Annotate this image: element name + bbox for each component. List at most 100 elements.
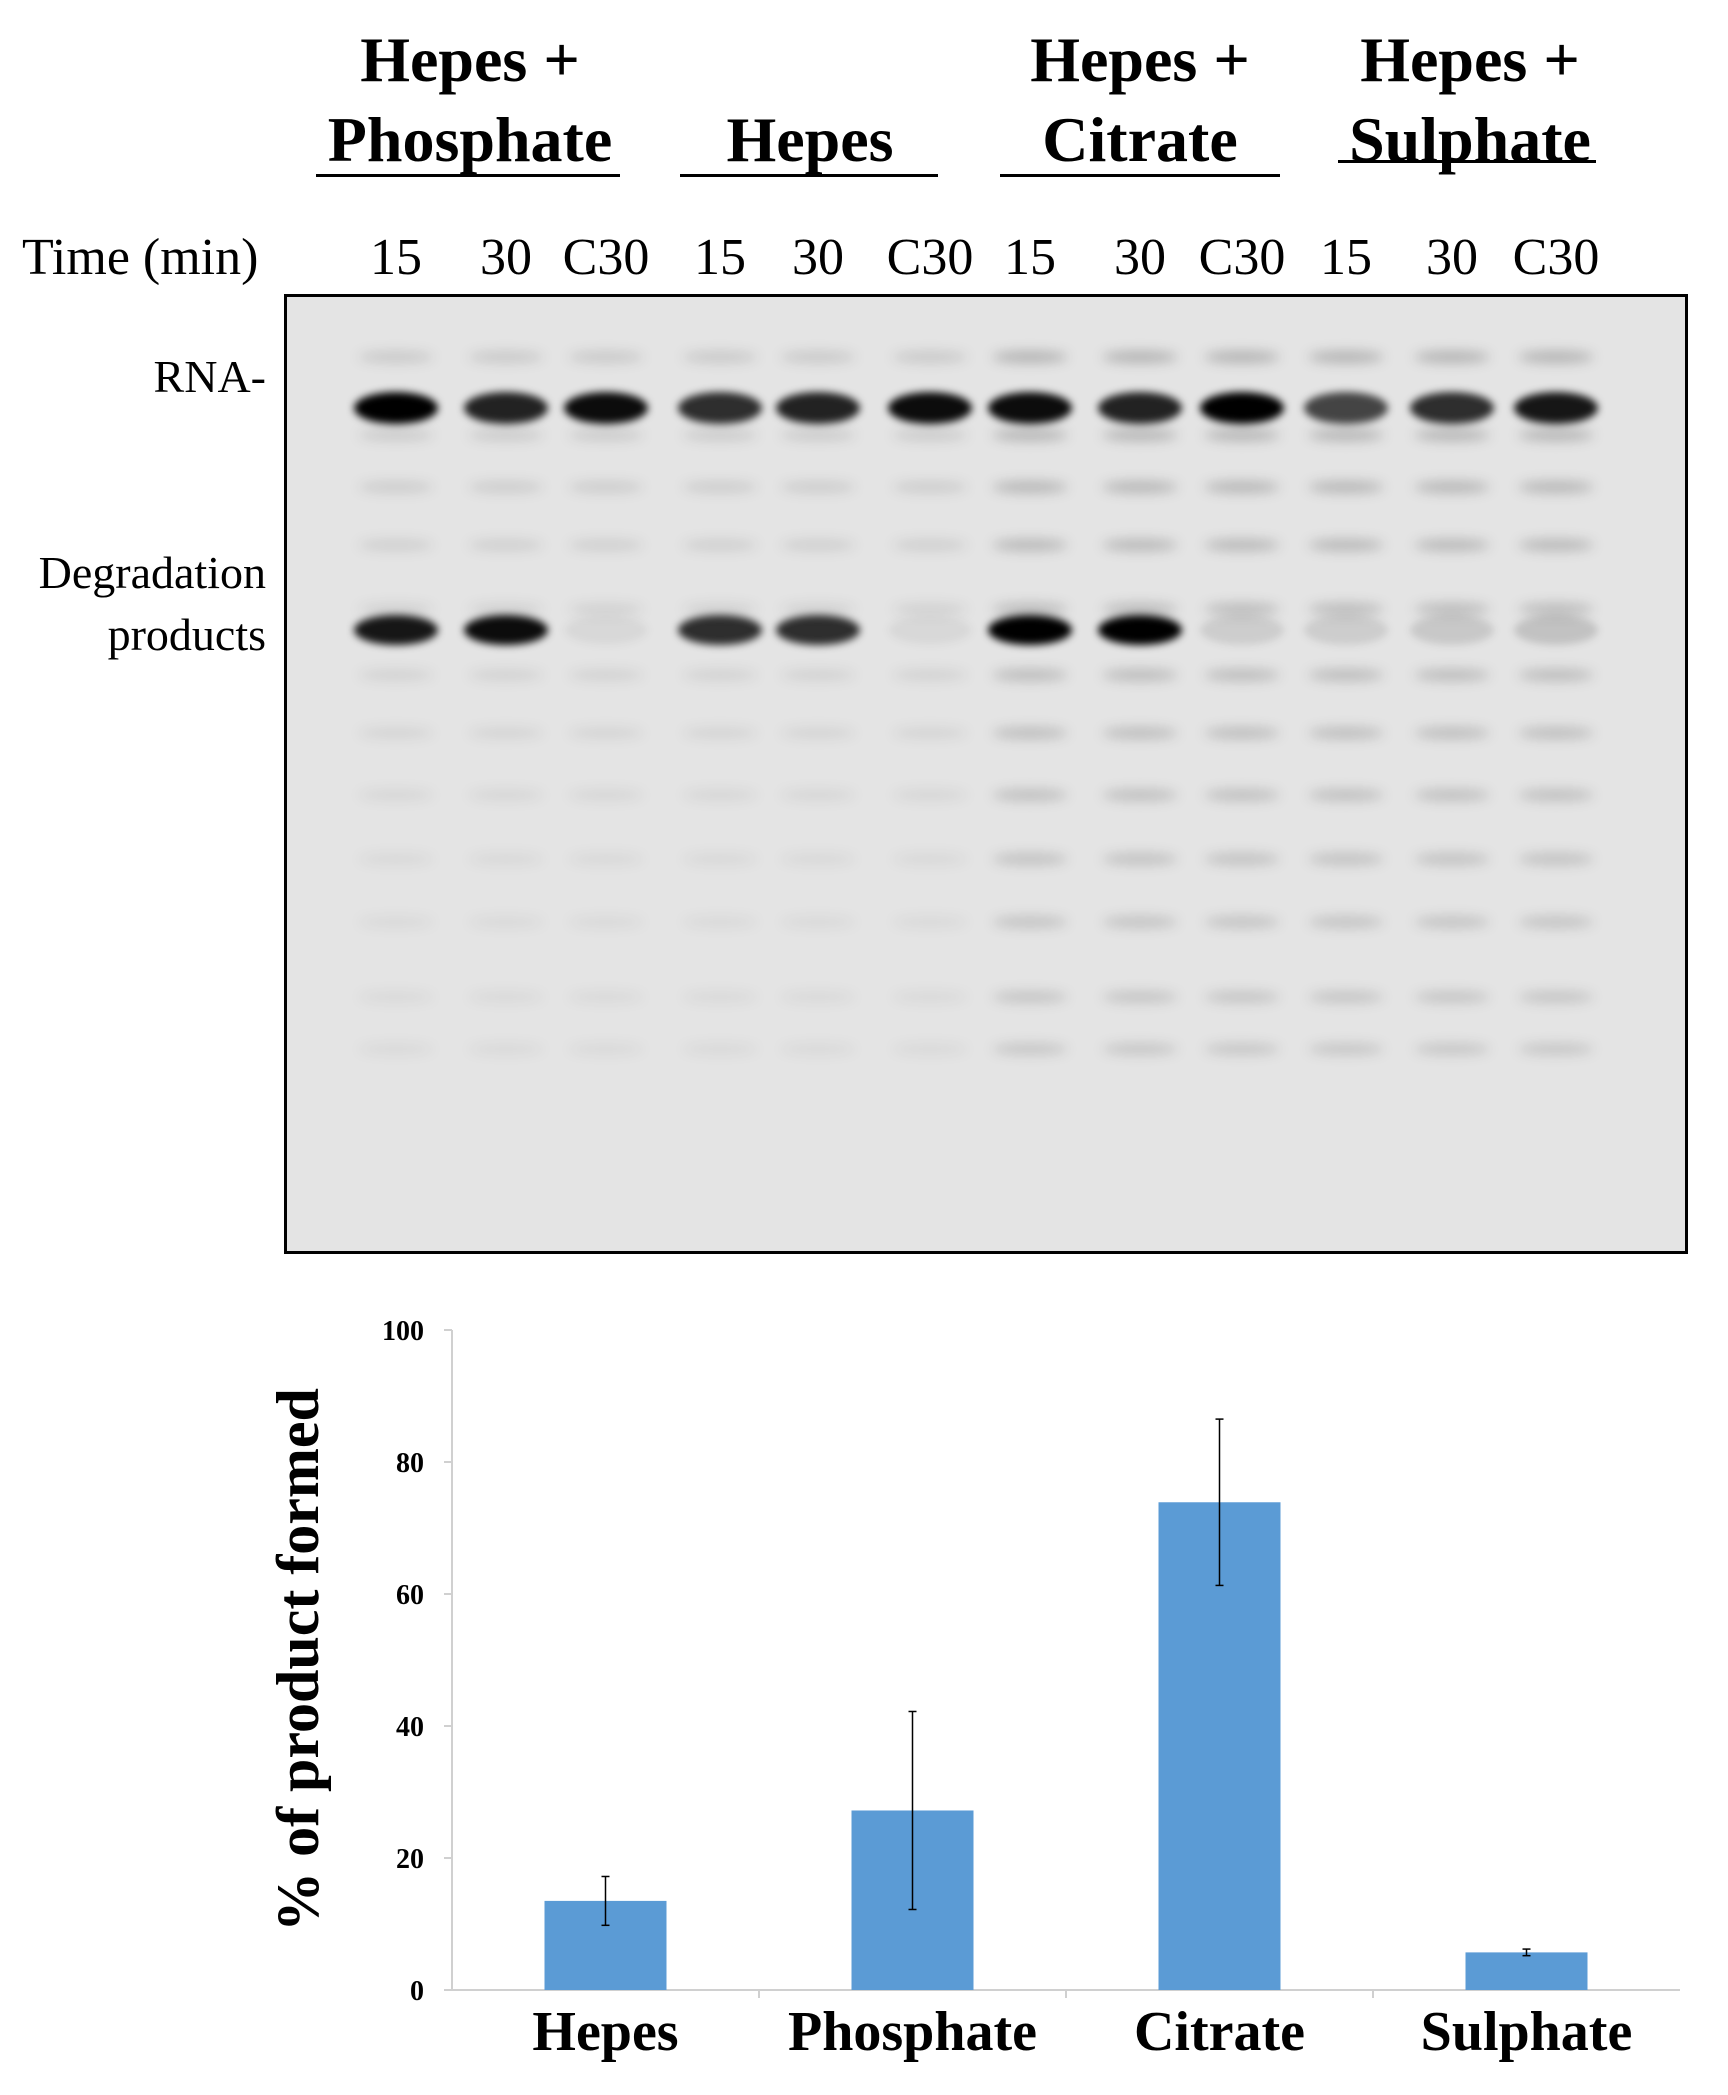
rna-band bbox=[564, 392, 648, 424]
lane-label: 15 bbox=[1004, 229, 1056, 286]
faint-band bbox=[1518, 789, 1594, 801]
faint-band bbox=[468, 429, 544, 441]
faint-band bbox=[1204, 1043, 1280, 1055]
faint-band bbox=[892, 429, 968, 441]
lane-label: C30 bbox=[1198, 229, 1286, 286]
faint-band bbox=[1518, 429, 1594, 441]
gel-image bbox=[284, 294, 1688, 1254]
faint-band bbox=[568, 539, 644, 551]
faint-band bbox=[468, 991, 544, 1003]
y-tick-label: 100 bbox=[382, 1316, 424, 1347]
group-label-citrate: Hepes + Citrate bbox=[990, 20, 1290, 180]
faint-band bbox=[1308, 351, 1384, 363]
faint-band bbox=[992, 991, 1068, 1003]
faint-band bbox=[1414, 481, 1490, 493]
degradation-label: Degradation products bbox=[0, 542, 266, 666]
faint-band bbox=[780, 429, 856, 441]
faint-band bbox=[682, 351, 758, 363]
faint-band bbox=[1102, 1043, 1178, 1055]
faint-band bbox=[892, 603, 968, 615]
faint-band bbox=[892, 916, 968, 928]
faint-band bbox=[1102, 789, 1178, 801]
faint-band bbox=[780, 603, 856, 615]
faint-band bbox=[1518, 351, 1594, 363]
faint-band bbox=[1414, 789, 1490, 801]
category-label: Hepes bbox=[532, 2001, 678, 2063]
lane-label: 30 bbox=[1114, 229, 1166, 286]
faint-band bbox=[1308, 603, 1384, 615]
bar bbox=[851, 1810, 974, 1990]
faint-band bbox=[1102, 429, 1178, 441]
group-underline bbox=[1000, 174, 1280, 177]
faint-band bbox=[568, 603, 644, 615]
rna-label: RNA- bbox=[153, 351, 266, 402]
faint-band bbox=[358, 1043, 434, 1055]
faint-band bbox=[1308, 789, 1384, 801]
faint-band bbox=[358, 429, 434, 441]
y-tick-label: 20 bbox=[396, 1844, 424, 1875]
faint-band bbox=[1308, 991, 1384, 1003]
faint-band bbox=[780, 991, 856, 1003]
y-tick-label: 0 bbox=[410, 1976, 424, 2007]
faint-band bbox=[780, 853, 856, 865]
faint-band bbox=[468, 351, 544, 363]
faint-band bbox=[892, 539, 968, 551]
faint-band bbox=[780, 1043, 856, 1055]
faint-band bbox=[1518, 853, 1594, 865]
faint-band bbox=[780, 727, 856, 739]
faint-band bbox=[358, 916, 434, 928]
faint-band bbox=[1204, 916, 1280, 928]
faint-band bbox=[358, 853, 434, 865]
faint-band bbox=[568, 429, 644, 441]
category-label: Sulphate bbox=[1421, 2001, 1633, 2063]
lane-label: 30 bbox=[480, 229, 532, 286]
group-underline bbox=[1338, 160, 1596, 163]
chart-layer: 0 20 40 60 80 100 Hepes Phosphate Citrate Sulphat… bbox=[265, 1316, 1680, 2063]
faint-band bbox=[892, 481, 968, 493]
product-band bbox=[1304, 615, 1388, 645]
product-band bbox=[1200, 615, 1284, 645]
faint-band bbox=[358, 351, 434, 363]
gel-bands bbox=[354, 351, 1598, 1055]
faint-band bbox=[1414, 539, 1490, 551]
rna-band bbox=[678, 392, 762, 424]
faint-band bbox=[1204, 727, 1280, 739]
group-label-hepes: Hepes bbox=[660, 20, 960, 180]
lane-label: 30 bbox=[1426, 229, 1478, 286]
y-tick-label: 80 bbox=[396, 1448, 424, 1479]
faint-band bbox=[1204, 853, 1280, 865]
faint-band bbox=[992, 481, 1068, 493]
faint-band bbox=[1204, 429, 1280, 441]
faint-band bbox=[1518, 669, 1594, 681]
faint-band bbox=[1518, 916, 1594, 928]
group-underline bbox=[680, 174, 938, 177]
degradation-label-line1: Degradation bbox=[38, 547, 266, 598]
faint-band bbox=[1308, 481, 1384, 493]
faint-band bbox=[992, 916, 1068, 928]
faint-band bbox=[892, 991, 968, 1003]
faint-band bbox=[1204, 481, 1280, 493]
faint-band bbox=[1518, 991, 1594, 1003]
group-label-line2: Sulphate bbox=[1349, 104, 1591, 175]
faint-band bbox=[1102, 603, 1178, 615]
lane-label: 15 bbox=[694, 229, 746, 286]
faint-band bbox=[682, 429, 758, 441]
faint-band bbox=[992, 351, 1068, 363]
faint-band bbox=[1414, 1043, 1490, 1055]
group-underline bbox=[316, 174, 620, 177]
faint-band bbox=[568, 727, 644, 739]
faint-band bbox=[780, 481, 856, 493]
group-label-line1: Hepes + bbox=[360, 24, 580, 95]
rna-band bbox=[1098, 392, 1182, 424]
product-band bbox=[1410, 615, 1494, 645]
faint-band bbox=[1308, 1043, 1384, 1055]
rna-band bbox=[1200, 392, 1284, 424]
faint-band bbox=[568, 481, 644, 493]
faint-band bbox=[568, 916, 644, 928]
group-label-line1 bbox=[802, 24, 818, 95]
faint-band bbox=[1102, 351, 1178, 363]
faint-band bbox=[682, 603, 758, 615]
faint-band bbox=[468, 789, 544, 801]
faint-band bbox=[1518, 539, 1594, 551]
bar bbox=[1465, 1952, 1588, 1990]
